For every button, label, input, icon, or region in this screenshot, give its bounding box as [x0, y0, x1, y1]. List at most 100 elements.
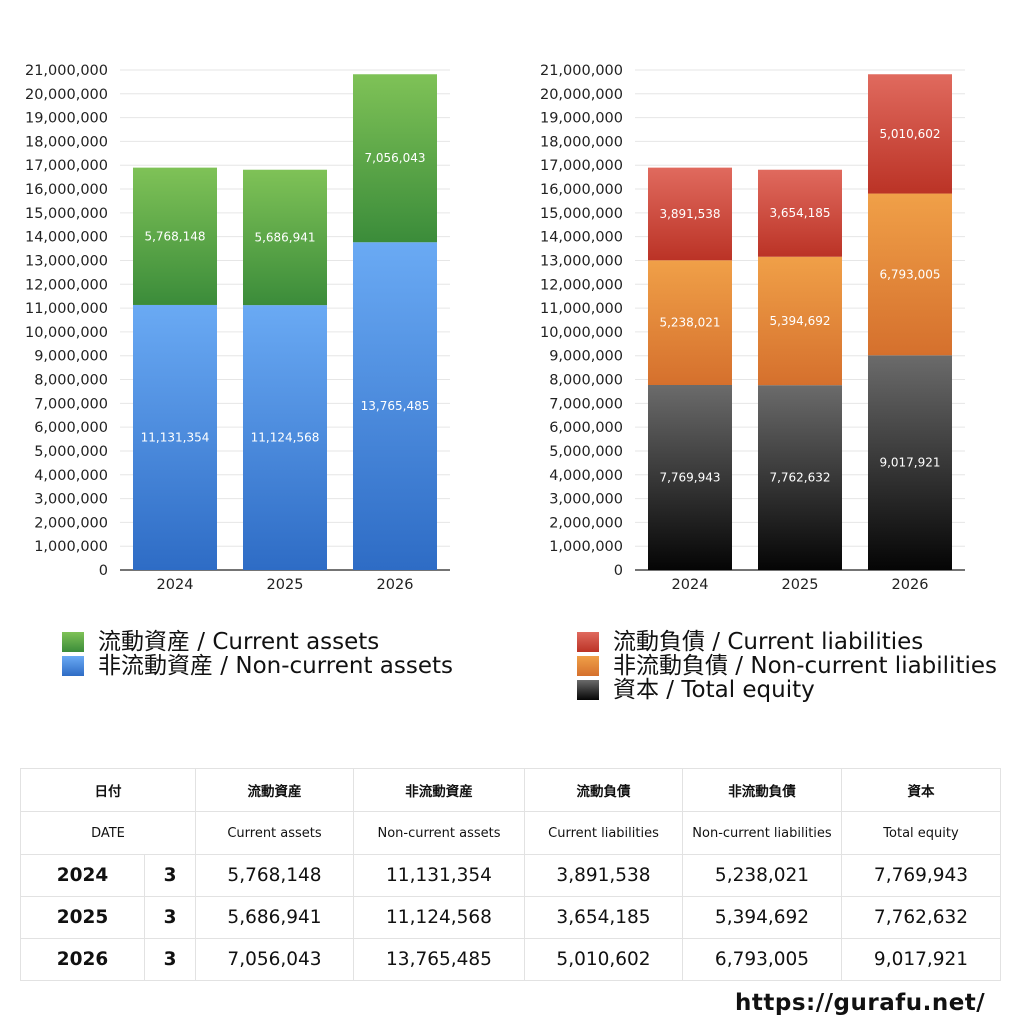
table-header-row-en: DATE Current assets Non-current assets C… [20, 811, 1001, 855]
cell-current-liabilities: 3,891,538 [524, 854, 683, 897]
bar-value-label: 13,765,485 [361, 399, 430, 413]
cell-total-equity: 7,769,943 [841, 854, 1001, 897]
bar-segment [353, 242, 437, 570]
y-tick-label: 18,000,000 [25, 134, 108, 150]
header-total-equity-jp: 資本 [841, 768, 1001, 812]
y-tick-label: 2,000,000 [549, 515, 623, 531]
bar-segment [758, 169, 842, 257]
table-row: 2024 3 5,768,148 11,131,354 3,891,538 5,… [20, 854, 1001, 897]
cell-current-assets: 5,686,941 [195, 896, 354, 939]
y-tick-label: 21,000,000 [25, 63, 108, 79]
assets-legend: 流動資産 / Current assets 非流動資産 / Non-curren… [62, 630, 453, 678]
y-tick-label: 15,000,000 [540, 206, 623, 222]
y-tick-label: 8,000,000 [34, 373, 108, 389]
legend-swatch-non-current-liabilities [577, 656, 599, 676]
bar-segment [758, 385, 842, 570]
legend-item-total-equity: 資本 / Total equity [577, 678, 997, 702]
x-tick-label: 2025 [267, 577, 304, 593]
legend-swatch-current-assets [62, 632, 84, 652]
y-tick-label: 7,000,000 [549, 396, 623, 412]
bar-segment [648, 385, 732, 570]
y-tick-label: 5,000,000 [549, 444, 623, 460]
cell-total-equity: 7,762,632 [841, 896, 1001, 939]
header-non-current-assets-en: Non-current assets [353, 811, 525, 855]
liabilities-equity-chart: 0 1,000,000 2,000,000 3,000,000 4,000,000 5,0… [515, 50, 985, 610]
cell-current-assets: 7,056,043 [195, 938, 354, 981]
legend-label-current-liabilities: 流動負債 / Current liabilities [613, 629, 924, 655]
y-tick-label: 20,000,000 [25, 87, 108, 103]
header-current-assets-en: Current assets [195, 811, 354, 855]
y-tick-label: 17,000,000 [25, 158, 108, 174]
bar-segment [133, 304, 217, 570]
header-non-current-liabilities-jp: 非流動負債 [682, 768, 842, 812]
y-tick-label: 3,000,000 [34, 492, 108, 508]
y-tick-label: 14,000,000 [25, 230, 108, 246]
y-tick-label: 13,000,000 [540, 253, 623, 269]
table-header-row-jp: 日付 流動資産 非流動資産 流動負債 非流動負債 資本 [20, 768, 1001, 812]
header-date-en: DATE [20, 811, 196, 855]
y-tick-label: 3,000,000 [549, 492, 623, 508]
legend-item-current-assets: 流動資産 / Current assets [62, 630, 453, 654]
legend-item-non-current-liabilities: 非流動負債 / Non-current liabilities [577, 654, 997, 678]
cell-current-liabilities: 5,010,602 [524, 938, 683, 981]
y-tick-label: 7,000,000 [34, 396, 108, 412]
cell-total-equity: 9,017,921 [841, 938, 1001, 981]
bar-value-label: 3,891,538 [659, 207, 720, 221]
legend-swatch-non-current-assets [62, 656, 84, 676]
bar-value-label: 5,238,021 [659, 316, 720, 330]
y-tick-label: 18,000,000 [540, 134, 623, 150]
liabilities-legend: 流動負債 / Current liabilities 非流動負債 / Non-c… [577, 630, 997, 702]
cell-non-current-assets: 11,124,568 [353, 896, 525, 939]
bar-segment [243, 305, 327, 570]
y-tick-label: 0 [614, 563, 623, 579]
bar-segment [133, 167, 217, 305]
y-tick-label: 9,000,000 [34, 349, 108, 365]
header-date-jp: 日付 [20, 768, 196, 812]
bar-segment [868, 355, 952, 570]
y-tick-label: 14,000,000 [540, 230, 623, 246]
x-tick-label: 2025 [782, 577, 819, 593]
y-tick-label: 8,000,000 [549, 373, 623, 389]
header-total-equity-en: Total equity [841, 811, 1001, 855]
y-tick-label: 10,000,000 [25, 325, 108, 341]
row-year: 2024 [20, 854, 145, 897]
row-month: 3 [144, 896, 196, 939]
row-year: 2026 [20, 938, 145, 981]
assets-chart: 0 1,000,000 2,000,000 3,000,000 4,000,000 5,0… [0, 50, 470, 610]
row-year: 2025 [20, 896, 145, 939]
bar-segment [868, 193, 952, 356]
y-tick-label: 13,000,000 [25, 253, 108, 269]
y-tick-label: 11,000,000 [25, 301, 108, 317]
y-tick-label: 16,000,000 [540, 182, 623, 198]
site-url[interactable]: https://gurafu.net/ [735, 990, 986, 1016]
bar-value-label: 6,793,005 [879, 267, 940, 281]
y-tick-label: 0 [99, 563, 108, 579]
table-row: 2025 3 5,686,941 11,124,568 3,654,185 5,… [20, 896, 1001, 939]
y-tick-label: 11,000,000 [540, 301, 623, 317]
y-tick-label: 16,000,000 [25, 182, 108, 198]
row-month: 3 [144, 854, 196, 897]
chart-svg: 0 1,000,000 2,000,000 3,000,000 4,000,000 5,0… [25, 63, 450, 593]
bar-segment [243, 169, 327, 306]
header-current-liabilities-en: Current liabilities [524, 811, 683, 855]
row-month: 3 [144, 938, 196, 981]
bar-value-label: 7,769,943 [659, 471, 720, 485]
cell-non-current-assets: 11,131,354 [353, 854, 525, 897]
cell-current-liabilities: 3,654,185 [524, 896, 683, 939]
cell-non-current-liabilities: 5,238,021 [682, 854, 842, 897]
y-tick-label: 20,000,000 [540, 87, 623, 103]
bar-segment [353, 74, 437, 243]
bar-value-label: 5,010,602 [879, 127, 940, 141]
legend-swatch-total-equity [577, 680, 599, 700]
bar-segment [868, 74, 952, 194]
header-non-current-liabilities-en: Non-current liabilities [682, 811, 842, 855]
bar-value-label: 5,394,692 [769, 314, 830, 328]
y-tick-label: 9,000,000 [549, 349, 623, 365]
header-current-assets-jp: 流動資産 [195, 768, 354, 812]
legend-item-current-liabilities: 流動負債 / Current liabilities [577, 630, 997, 654]
chart-svg: 0 1,000,000 2,000,000 3,000,000 4,000,000 5,0… [540, 63, 965, 593]
y-tick-label: 19,000,000 [25, 111, 108, 127]
y-tick-label: 12,000,000 [540, 277, 623, 293]
legend-label-total-equity: 資本 / Total equity [613, 677, 815, 703]
x-tick-label: 2024 [157, 577, 194, 593]
